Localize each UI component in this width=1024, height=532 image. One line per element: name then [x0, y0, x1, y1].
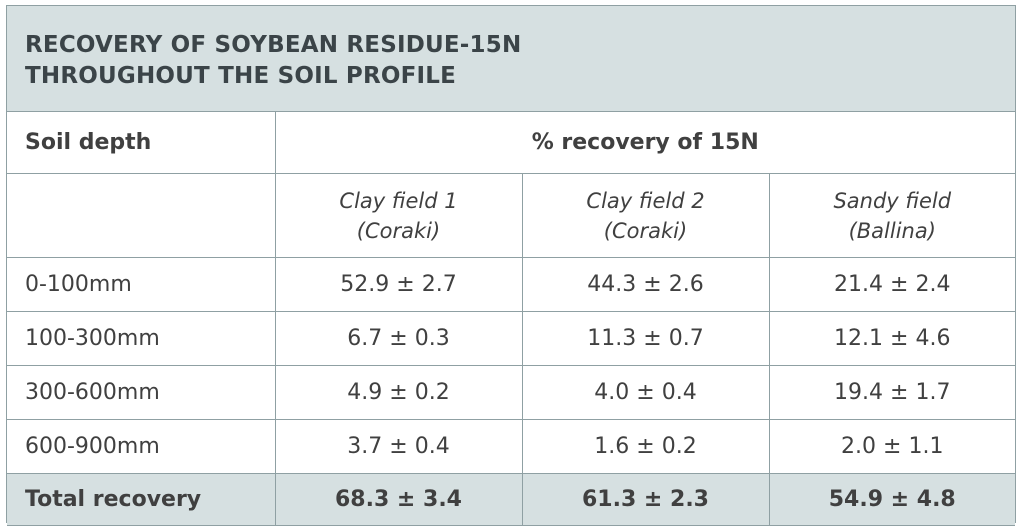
subheader-location: (Ballina)	[848, 218, 936, 243]
depth-cell: 0-100mm	[7, 257, 276, 312]
value-cell: 21.4 ± 2.4	[769, 257, 1015, 312]
empty-subheader-cell	[7, 173, 276, 258]
total-label: Total recovery	[7, 473, 276, 526]
value-cell: 4.0 ± 0.4	[522, 365, 770, 420]
table-title-line-2: THROUGHOUT THE SOIL PROFILE	[25, 63, 457, 89]
value-cell: 2.0 ± 1.1	[769, 419, 1015, 474]
subheader-clay-field-2: Clay field 2 (Coraki)	[522, 173, 770, 258]
table-row: 0-100mm 52.9 ± 2.7 44.3 ± 2.6 21.4 ± 2.4	[7, 257, 1015, 312]
subheader-location: (Coraki)	[356, 218, 441, 243]
value-cell: 4.9 ± 0.2	[275, 365, 523, 420]
value-cell: 44.3 ± 2.6	[522, 257, 770, 312]
total-row: Total recovery 68.3 ± 3.4 61.3 ± 2.3 54.…	[7, 473, 1015, 526]
value-cell: 1.6 ± 0.2	[522, 419, 770, 474]
soil-depth-header: Soil depth	[7, 112, 276, 174]
total-value-cell: 54.9 ± 4.8	[769, 473, 1015, 526]
subheader-sandy-field: Sandy field (Ballina)	[769, 173, 1015, 258]
subheader-name: Sandy field	[833, 188, 952, 213]
value-cell: 12.1 ± 4.6	[769, 311, 1015, 366]
value-cell: 52.9 ± 2.7	[275, 257, 523, 312]
subheader-name: Clay field 1	[339, 188, 458, 213]
total-value-cell: 68.3 ± 3.4	[275, 473, 523, 526]
table-row: 300-600mm 4.9 ± 0.2 4.0 ± 0.4 19.4 ± 1.7	[7, 365, 1015, 420]
subheader-name: Clay field 2	[586, 188, 705, 213]
title-bar: RECOVERY OF SOYBEAN RESIDUE-15N THROUGHO…	[7, 6, 1015, 112]
table-title-line-1: RECOVERY OF SOYBEAN RESIDUE-15N	[25, 32, 522, 58]
subheader-location: (Coraki)	[603, 218, 688, 243]
depth-cell: 600-900mm	[7, 419, 276, 474]
value-cell: 19.4 ± 1.7	[769, 365, 1015, 420]
total-value-cell: 61.3 ± 2.3	[522, 473, 770, 526]
value-cell: 3.7 ± 0.4	[275, 419, 523, 474]
table-frame: RECOVERY OF SOYBEAN RESIDUE-15N THROUGHO…	[6, 5, 1016, 526]
depth-cell: 300-600mm	[7, 365, 276, 420]
recovery-header: % recovery of 15N	[275, 112, 1015, 174]
value-cell: 11.3 ± 0.7	[522, 311, 770, 366]
depth-cell: 100-300mm	[7, 311, 276, 366]
subheader-row: Clay field 1 (Coraki) Clay field 2 (Cora…	[7, 173, 1015, 258]
subheader-clay-field-1: Clay field 1 (Coraki)	[275, 173, 523, 258]
table-row: 600-900mm 3.7 ± 0.4 1.6 ± 0.2 2.0 ± 1.1	[7, 419, 1015, 474]
recovery-table: Soil depth % recovery of 15N Clay field …	[7, 112, 1015, 526]
table-row: 100-300mm 6.7 ± 0.3 11.3 ± 0.7 12.1 ± 4.…	[7, 311, 1015, 366]
value-cell: 6.7 ± 0.3	[275, 311, 523, 366]
header-row: Soil depth % recovery of 15N	[7, 112, 1015, 174]
